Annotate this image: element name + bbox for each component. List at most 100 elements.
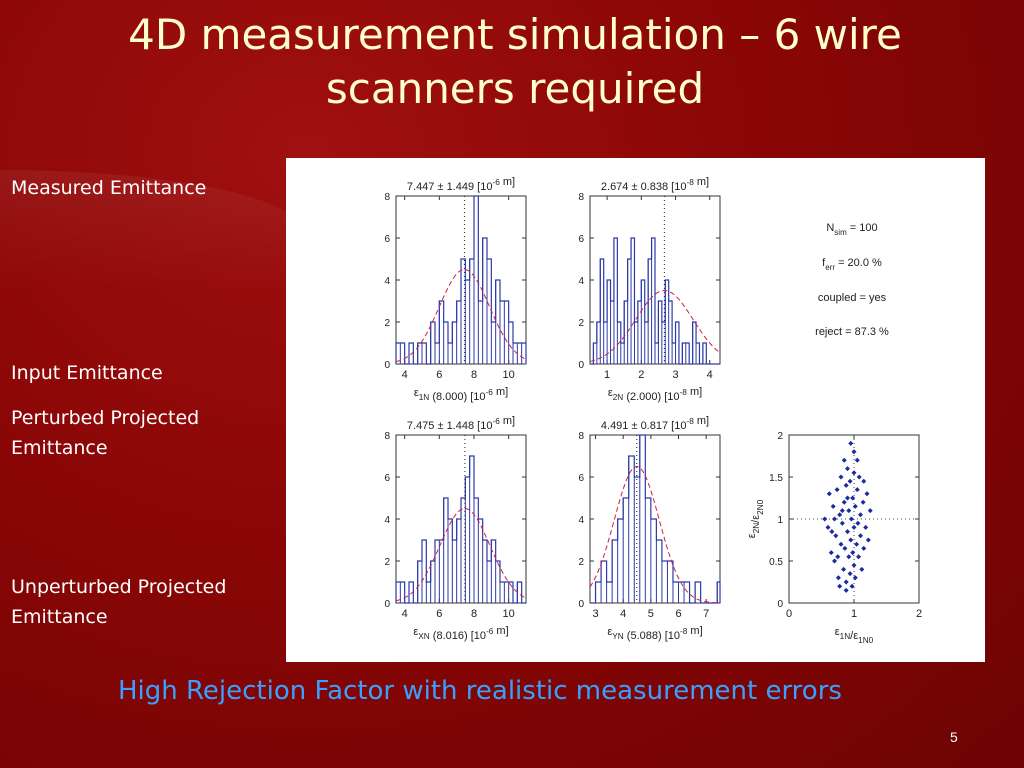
scatter-point <box>854 541 860 547</box>
x-tick-label: 4 <box>620 608 626 620</box>
gaussian-fit <box>395 268 527 363</box>
stats-reject: reject = 87.3 % <box>815 326 889 338</box>
y-tick-label: 8 <box>384 431 390 442</box>
scatter-point <box>854 457 860 463</box>
y-tick-label: 6 <box>578 473 584 484</box>
x-tick-label: 8 <box>471 608 477 620</box>
stats-nsim: Nsim = 100 <box>826 222 877 237</box>
scatter-point <box>845 529 850 535</box>
scatter-point <box>847 571 853 577</box>
y-tick-label: 8 <box>578 192 584 203</box>
plot-title: 4.491 ± 0.817 [10-8 m] <box>601 415 709 432</box>
y-axis-label: ε2N/ε2N0 <box>746 499 765 538</box>
scatter-point <box>845 466 850 472</box>
scatter-point <box>848 516 854 522</box>
plot-2: 1 2 3 4 0 2 4 6 8 2.674 ± 0.838 [10-8 m] ε2N (2.00… <box>578 176 721 403</box>
footer-caption: High Rejection Factor with realistic mea… <box>118 676 842 706</box>
x-axis-label: ε2N (2.000) [10-8 m] <box>608 386 702 403</box>
y-tick-label: 0.5 <box>769 557 783 568</box>
x-axis-label: εYN (5.088) [10-8 m] <box>607 625 702 642</box>
scatter-point <box>849 583 855 589</box>
y-tick-label: 8 <box>384 192 390 203</box>
x-tick-label: 6 <box>675 608 681 620</box>
y-tick-label: 0 <box>578 360 584 371</box>
y-tick-label: 4 <box>578 515 584 526</box>
scatter-point <box>843 579 849 585</box>
y-tick-label: 2 <box>578 557 584 568</box>
scatter-point <box>846 554 852 560</box>
scatter-point <box>859 566 865 572</box>
y-tick-label: 0 <box>578 599 584 610</box>
figure-panel: 4 6 8 10 0 2 4 6 8 7.447 ± 1.449 [10-6 m] ε1N (8.0… <box>286 158 985 662</box>
y-tick-label: 2 <box>578 318 584 329</box>
x-tick-label: 2 <box>638 369 644 381</box>
plot-1: 4 6 8 10 0 2 4 6 8 7.447 ± 1.449 [10-6 m] ε1N (8.0… <box>384 176 527 403</box>
scatter-point <box>861 478 867 484</box>
x-tick-label: 10 <box>503 369 515 381</box>
y-tick-label: 4 <box>384 276 390 287</box>
x-tick-label: 7 <box>703 608 709 620</box>
plot-4: 3 4 5 6 7 0 2 4 6 8 4.491 ± 0.817 [10-8 m] εYN (5.0… <box>578 415 721 642</box>
plot-title: 2.674 ± 0.838 [10-8 m] <box>601 176 709 193</box>
scatter-point <box>843 587 849 593</box>
y-tick-label: 6 <box>384 473 390 484</box>
y-tick-label: 2 <box>384 557 390 568</box>
label-input-emittance: Input Emittance <box>11 362 163 384</box>
scatter-point <box>863 524 869 530</box>
scatter-point <box>856 554 862 560</box>
page-number: 5 <box>950 729 958 745</box>
x-tick-label: 6 <box>436 369 442 381</box>
scatter-point <box>837 512 843 518</box>
scatter-point <box>864 491 870 497</box>
scatter-point <box>828 550 834 556</box>
y-tick-label: 1.5 <box>769 473 783 484</box>
x-tick-label: 10 <box>503 608 515 620</box>
scatter-point <box>839 520 845 526</box>
scatter-point <box>825 524 831 530</box>
y-tick-label: 4 <box>384 515 390 526</box>
x-tick-label: 1 <box>604 369 610 381</box>
scatter-point <box>832 516 837 522</box>
scatter-point <box>842 545 848 551</box>
scatter-point <box>851 562 857 568</box>
y-tick-label: 6 <box>578 234 584 245</box>
gaussian-fit <box>395 508 527 602</box>
scatter-point <box>830 503 836 509</box>
y-tick-label: 8 <box>578 431 584 442</box>
label-perturbed-projected-emittance: Perturbed Projected Emittance <box>11 407 200 459</box>
x-tick-label: 2 <box>916 608 922 620</box>
scatter-point <box>852 575 858 581</box>
scatter-point <box>845 495 850 501</box>
stats-box: Nsim = 100 ferr = 20.0 % coupled = yes reje… <box>815 222 889 338</box>
gaussian-fit <box>589 290 721 362</box>
scatter-point <box>850 550 856 556</box>
x-axis-label: εXN (8.016) [10-6 m] <box>413 625 508 642</box>
y-tick-label: 6 <box>384 234 390 245</box>
stats-coupled: coupled = yes <box>818 292 887 304</box>
scatter-point <box>835 554 841 560</box>
plot-3: 4 6 8 10 0 2 4 6 8 7.475 ± 1.448 [10-6 m] εXN (8.0… <box>384 415 527 642</box>
y-tick-label: 2 <box>777 431 783 442</box>
label-unperturbed-projected-emittance: Unperturbed Projected Emittance <box>11 576 227 628</box>
scatter-point <box>833 533 839 539</box>
scatter-point <box>843 482 849 488</box>
y-tick-label: 2 <box>384 318 390 329</box>
y-tick-label: 1 <box>777 515 783 526</box>
x-tick-label: 1 <box>851 608 857 620</box>
x-axis-label: ε1N (8.000) [10-6 m] <box>414 386 508 403</box>
plot-title: 7.475 ± 1.448 [10-6 m] <box>407 415 515 432</box>
scatter-point <box>861 545 867 551</box>
scatter-point <box>834 487 840 493</box>
scatter-point <box>846 508 852 514</box>
scatter-point <box>852 503 858 509</box>
scatter-point <box>856 474 862 480</box>
scatter-point <box>822 516 828 522</box>
scatter-point <box>841 499 847 505</box>
x-tick-label: 3 <box>672 369 678 381</box>
scatter-point <box>826 491 832 497</box>
scatter-point <box>841 457 847 463</box>
y-tick-label: 0 <box>384 360 390 371</box>
scatter-point <box>851 470 857 476</box>
scatter-point <box>851 524 857 530</box>
scatter-point <box>858 512 863 518</box>
